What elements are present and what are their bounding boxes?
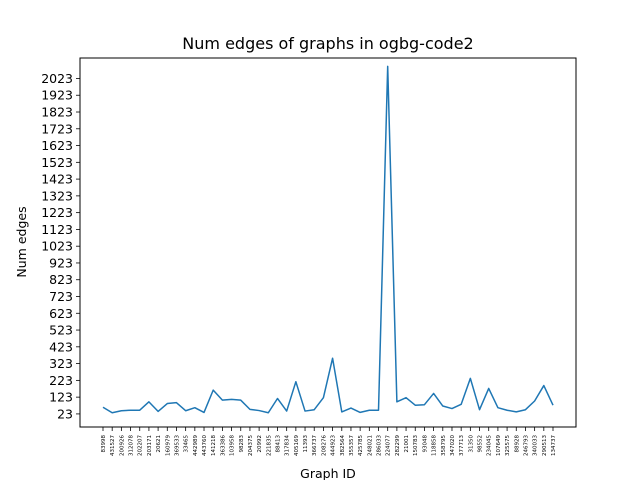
x-tick-label: 382564 — [340, 435, 346, 456]
x-tick-label: 134737 — [551, 435, 557, 456]
x-tick-label: 33465 — [184, 435, 190, 453]
x-tick-label: 141218 — [211, 435, 217, 456]
y-tick-label: 223 — [49, 373, 73, 388]
x-tick-label: 88928 — [514, 435, 520, 453]
x-tick-label: 317834 — [285, 435, 291, 456]
x-tick-label: 286033 — [377, 435, 383, 456]
x-tick-label: 98552 — [478, 435, 484, 453]
x-tick-label: 221835 — [266, 435, 272, 456]
series-line — [102, 65, 554, 414]
x-tick-label: 248021 — [367, 435, 373, 456]
x-tick-label: 325575 — [505, 435, 511, 456]
y-tick-label: 2023 — [41, 71, 73, 86]
x-tick-label: 20992 — [257, 435, 263, 453]
x-axis-label: Graph ID — [300, 466, 356, 480]
y-tick-label: 523 — [49, 323, 73, 338]
y-tick-label: 1123 — [41, 222, 73, 237]
x-tick-label: 431527 — [110, 435, 116, 456]
y-tick-label: 823 — [49, 272, 73, 287]
y-axis-ticks: 2312322332342352362372382392310231123122… — [41, 71, 80, 421]
x-tick-label: 363386 — [220, 435, 226, 456]
x-tick-label: 366737 — [312, 435, 318, 456]
x-tick-label: 444923 — [331, 435, 337, 456]
x-tick-label: 31350 — [468, 435, 474, 453]
x-tick-label: 107649 — [496, 435, 502, 456]
x-tick-label: 83998 — [101, 435, 107, 453]
y-tick-label: 1523 — [41, 155, 73, 170]
y-tick-label: 1223 — [41, 205, 73, 220]
chart-title: Num edges of graphs in ogbg-code2 — [182, 34, 473, 53]
y-tick-label: 623 — [49, 306, 73, 321]
y-tick-label: 1423 — [41, 172, 73, 187]
x-tick-label: 204375 — [248, 435, 254, 456]
x-tick-label: 442989 — [193, 435, 199, 456]
x-tick-label: 103958 — [230, 435, 236, 456]
x-tick-label: 224077 — [386, 435, 392, 456]
y-tick-label: 23 — [57, 406, 73, 421]
y-tick-label: 1023 — [41, 239, 73, 254]
x-tick-label: 88413 — [275, 435, 281, 453]
x-tick-label: 208276 — [321, 435, 327, 456]
x-tick-label: 234045 — [487, 435, 493, 456]
data-points — [102, 66, 554, 413]
y-tick-label: 1623 — [41, 138, 73, 153]
y-tick-label: 1723 — [41, 121, 73, 136]
y-tick-label: 423 — [49, 339, 73, 354]
x-tick-label: 290513 — [542, 435, 548, 456]
x-tick-label: 369533 — [174, 435, 180, 456]
x-tick-label: 98283 — [239, 435, 245, 453]
x-tick-label: 347020 — [450, 435, 456, 456]
x-axis-ticks: 83998 431527 200926 312078 202207 203171 20621… — [101, 427, 557, 456]
y-tick-label: 123 — [49, 390, 73, 405]
y-tick-label: 723 — [49, 289, 73, 304]
x-tick-label: 358795 — [441, 435, 447, 456]
y-tick-label: 323 — [49, 356, 73, 371]
y-tick-label: 923 — [49, 255, 73, 270]
x-tick-label: 355357 — [349, 435, 355, 456]
x-tick-label: 160979 — [165, 435, 171, 456]
y-tick-label: 1923 — [41, 88, 73, 103]
x-tick-label: 203171 — [147, 435, 153, 456]
plot-area-frame — [79, 57, 577, 428]
y-tick-label: 1323 — [41, 188, 73, 203]
x-tick-label: 282299 — [395, 435, 401, 456]
x-tick-label: 425785 — [358, 435, 364, 456]
x-tick-label: 246793 — [523, 435, 529, 456]
x-tick-label: 11393 — [303, 435, 309, 453]
x-tick-label: 21001 — [404, 435, 410, 453]
x-tick-label: 93048 — [422, 435, 428, 453]
x-tick-label: 118858 — [432, 435, 438, 456]
x-tick-label: 443760 — [202, 435, 208, 456]
x-tick-label: 202207 — [138, 435, 144, 456]
x-tick-label: 405169 — [294, 435, 300, 456]
x-tick-label: 377713 — [459, 435, 465, 456]
x-tick-label: 312078 — [129, 435, 135, 456]
y-tick-label: 1823 — [41, 105, 73, 120]
x-tick-label: 200926 — [119, 435, 125, 456]
x-tick-label: 20621 — [156, 435, 162, 453]
y-axis-label: Num edges — [14, 206, 29, 277]
x-tick-label: 150783 — [413, 435, 419, 456]
x-tick-label: 340033 — [533, 435, 539, 456]
